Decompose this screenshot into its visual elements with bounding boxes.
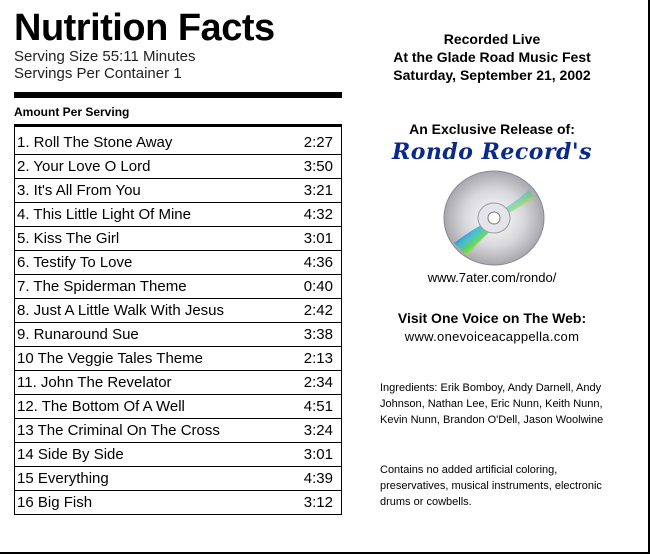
track-list: 1. Roll The Stone Away 2:27 2. Your Love O… (14, 127, 342, 515)
track-duration: 4:36 (303, 254, 333, 271)
track-row: 10 The Veggie Tales Theme 2:13 (15, 346, 341, 370)
ingredients-text: Ingredients: Erik Bomboy, Andy Darnell, … (380, 382, 604, 426)
track-duration: 3:21 (303, 182, 333, 199)
group-website-link[interactable]: www.onevoiceacappella.com (404, 329, 580, 344)
track-duration: 2:34 (303, 374, 333, 391)
track-row: 8. Just A Little Walk With Jesus 2:42 (15, 298, 341, 322)
track-row: 16 Big Fish 3:12 (15, 490, 341, 514)
track-row: 6. Testify To Love 4:36 (15, 250, 341, 274)
contains-disclaimer: Contains no added artificial coloring, p… (380, 464, 602, 508)
track-duration: 4:39 (303, 470, 333, 487)
recording-info: Recorded Live At the Glade Road Music Fe… (372, 30, 612, 84)
record-label-logo: Rondo Record's (391, 139, 593, 165)
track-name: 13 The Criminal On The Cross (17, 422, 220, 439)
track-duration: 3:24 (303, 422, 333, 439)
serving-size: Serving Size 55:11 Minutes (14, 48, 196, 65)
track-name: 16 Big Fish (17, 494, 93, 511)
track-duration: 3:01 (303, 230, 333, 247)
track-name: 2. Your Love O Lord (17, 158, 151, 175)
track-name: 8. Just A Little Walk With Jesus (17, 302, 225, 319)
track-row: 3. It's All From You 3:21 (15, 178, 341, 202)
visit-web-heading: Visit One Voice on The Web: (397, 310, 587, 326)
track-duration: 3:38 (303, 326, 333, 343)
track-row: 2. Your Love O Lord 3:50 (15, 154, 341, 178)
servings-per-container: Servings Per Container 1 (14, 65, 182, 82)
track-duration: 3:12 (303, 494, 333, 511)
track-name: 5. Kiss The Girl (17, 230, 120, 247)
track-row: 5. Kiss The Girl 3:01 (15, 226, 341, 250)
thick-divider (14, 92, 342, 98)
track-duration: 2:42 (303, 302, 333, 319)
track-name: 1. Roll The Stone Away (17, 133, 173, 151)
label-website-link[interactable]: www.7ater.com/rondo/ (427, 270, 557, 285)
track-duration: 0:40 (303, 278, 333, 295)
recording-line-1: Recorded Live (443, 31, 541, 47)
track-row: 4. This Little Light Of Mine 4:32 (15, 202, 341, 226)
nutrition-panel: Nutrition Facts Serving Size 55:11 Minut… (14, 8, 342, 515)
track-row: 7. The Spiderman Theme 0:40 (15, 274, 341, 298)
track-duration: 2:27 (303, 133, 333, 151)
track-duration: 4:32 (303, 206, 333, 223)
track-row: 9. Runaround Sue 3:38 (15, 322, 341, 346)
track-name: 14 Side By Side (17, 446, 124, 463)
track-name: 15 Everything (17, 470, 109, 487)
track-name: 4. This Little Light Of Mine (17, 206, 191, 223)
thin-divider (14, 124, 342, 127)
track-row: 13 The Criminal On The Cross 3:24 (15, 418, 341, 442)
track-row: 11. John The Revelator 2:34 (15, 370, 341, 394)
track-duration: 3:01 (303, 446, 333, 463)
track-duration: 4:51 (303, 398, 333, 415)
track-name: 7. The Spiderman Theme (17, 278, 187, 295)
track-name: 3. It's All From You (17, 182, 141, 199)
track-duration: 3:50 (303, 158, 333, 175)
track-row: 12. The Bottom Of A Well 4:51 (15, 394, 341, 418)
track-name: 9. Runaround Sue (17, 326, 139, 343)
cd-disc-icon (443, 170, 545, 266)
track-duration: 2:13 (303, 350, 333, 367)
track-name: 11. John The Revelator (17, 374, 172, 391)
amount-per-serving: Amount Per Serving (14, 105, 130, 119)
track-name: 6. Testify To Love (17, 254, 133, 271)
exclusive-release-heading: An Exclusive Release of: (409, 121, 575, 137)
nutrition-facts-title: Nutrition Facts (14, 7, 275, 49)
recording-line-3: Saturday, September 21, 2002 (393, 67, 591, 83)
track-row: 1. Roll The Stone Away 2:27 (15, 127, 341, 154)
track-name: 12. The Bottom Of A Well (17, 398, 185, 415)
track-row: 15 Everything 4:39 (15, 466, 341, 490)
track-row: 14 Side By Side 3:01 (15, 442, 341, 466)
recording-line-2: At the Glade Road Music Fest (393, 49, 591, 65)
track-name: 10 The Veggie Tales Theme (17, 350, 203, 367)
